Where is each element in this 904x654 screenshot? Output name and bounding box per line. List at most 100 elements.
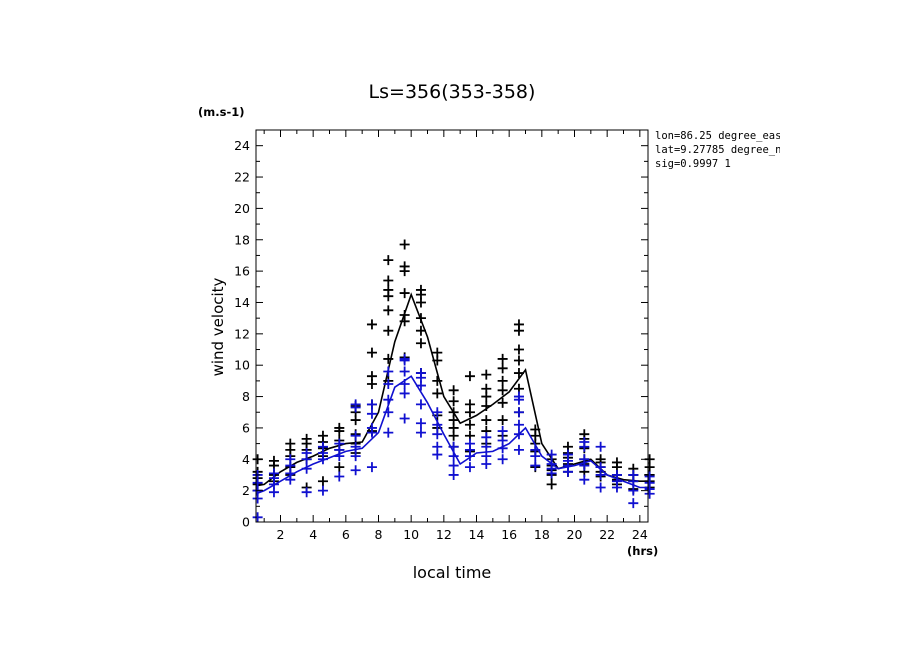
series-2-point	[628, 498, 639, 509]
plot-area	[252, 239, 655, 523]
series-1-point	[317, 430, 328, 441]
series-2-point	[464, 438, 475, 449]
series-2-point	[595, 482, 606, 493]
series-1-point	[334, 462, 345, 473]
series-2-point	[350, 441, 361, 452]
series-1-point	[366, 347, 377, 358]
y-tick-label: 6	[242, 420, 250, 435]
y-tick-label: 20	[234, 201, 250, 216]
y-tick-label: 10	[234, 358, 250, 373]
series-1-point	[383, 284, 394, 295]
series-1-point	[415, 313, 426, 324]
series-2-point	[513, 419, 524, 430]
y-tick-label: 0	[242, 515, 250, 530]
series-1-point	[399, 239, 410, 250]
series-1-point	[464, 419, 475, 430]
series-2	[252, 353, 655, 523]
series-2-point	[546, 449, 557, 460]
series-2-point	[448, 451, 459, 462]
x-unit-label: (hrs)	[627, 544, 658, 558]
series-1-point	[464, 371, 475, 382]
series-2-point	[350, 451, 361, 462]
series-2-point	[481, 441, 492, 452]
series-2-point	[415, 427, 426, 438]
series-2-point	[366, 399, 377, 410]
series-2-point	[644, 471, 655, 482]
series-2-point	[530, 460, 541, 471]
y-unit-label: (m.s-1)	[198, 105, 244, 119]
x-axis-label: local time	[413, 563, 492, 582]
y-tick-label: 14	[234, 295, 250, 310]
series-2-point	[530, 444, 541, 455]
series-1-point	[415, 284, 426, 295]
x-tick-label: 10	[403, 527, 419, 542]
series-1-point	[481, 415, 492, 426]
series-2-point	[383, 407, 394, 418]
y-tick-label: 16	[234, 264, 250, 279]
series-1-point	[464, 399, 475, 410]
x-tick-label: 4	[309, 527, 317, 542]
series-2-point	[268, 468, 279, 479]
series-2-point	[350, 430, 361, 441]
series-1-point	[448, 385, 459, 396]
series-2-point	[513, 407, 524, 418]
series-2-point	[415, 399, 426, 410]
y-tick-label: 2	[242, 483, 250, 498]
series-1-point	[513, 368, 524, 379]
y-tick-label: 4	[242, 452, 250, 467]
series-2-point	[432, 419, 443, 430]
chart-title: Ls=356(353-358)	[369, 81, 536, 103]
series-2-point	[334, 471, 345, 482]
x-tick-label: 20	[567, 527, 583, 542]
series-2-point	[301, 487, 312, 498]
series-1-point	[399, 288, 410, 299]
series-2-point	[252, 512, 263, 523]
x-tick-label: 6	[342, 527, 350, 542]
series-1-point	[415, 338, 426, 349]
series-2-point	[399, 379, 410, 390]
x-tick-label: 22	[599, 527, 615, 542]
series-1-point	[317, 476, 328, 487]
series-2-point	[383, 379, 394, 390]
series-2-point	[611, 469, 622, 480]
series-1-point	[611, 457, 622, 468]
series-1-point	[497, 385, 508, 396]
series-2-point	[285, 454, 296, 465]
series-1-point	[481, 369, 492, 380]
series-2-point	[317, 485, 328, 496]
info-sig: sig=0.9997 1	[655, 158, 731, 170]
series-1-point	[432, 375, 443, 386]
info-box: lon=86.25 degree_east lat=9.27785 degree…	[655, 130, 780, 170]
x-tick-label: 16	[501, 527, 517, 542]
series-2-point	[399, 413, 410, 424]
x-tick-label: 8	[375, 527, 383, 542]
series-2-point	[595, 441, 606, 452]
plot-frame	[255, 129, 649, 523]
y-tick-label: 18	[234, 232, 250, 247]
series-1-point	[383, 305, 394, 316]
series-2-point	[301, 463, 312, 474]
y-tick-label: 24	[234, 138, 250, 153]
series-1-point	[546, 479, 557, 490]
series-2-point	[432, 441, 443, 452]
series-2-point	[579, 454, 590, 465]
series-2-point	[366, 462, 377, 473]
series-2-point	[497, 435, 508, 446]
series-2-point	[399, 353, 410, 364]
series-2-point	[448, 469, 459, 480]
series-2-point	[628, 485, 639, 496]
series-1-point	[366, 319, 377, 330]
series-2-point	[481, 432, 492, 443]
series-2-point	[497, 426, 508, 437]
series-2-point	[383, 394, 394, 405]
series-1-point	[432, 388, 443, 399]
series-1-point	[415, 325, 426, 336]
series-2-point	[513, 444, 524, 455]
series-2-point	[448, 460, 459, 471]
series-1-point	[301, 433, 312, 444]
series-2-point	[350, 465, 361, 476]
x-tick-label: 2	[277, 527, 285, 542]
series-2-line	[255, 375, 648, 495]
series-1-point	[497, 353, 508, 364]
series-1-point	[481, 400, 492, 411]
